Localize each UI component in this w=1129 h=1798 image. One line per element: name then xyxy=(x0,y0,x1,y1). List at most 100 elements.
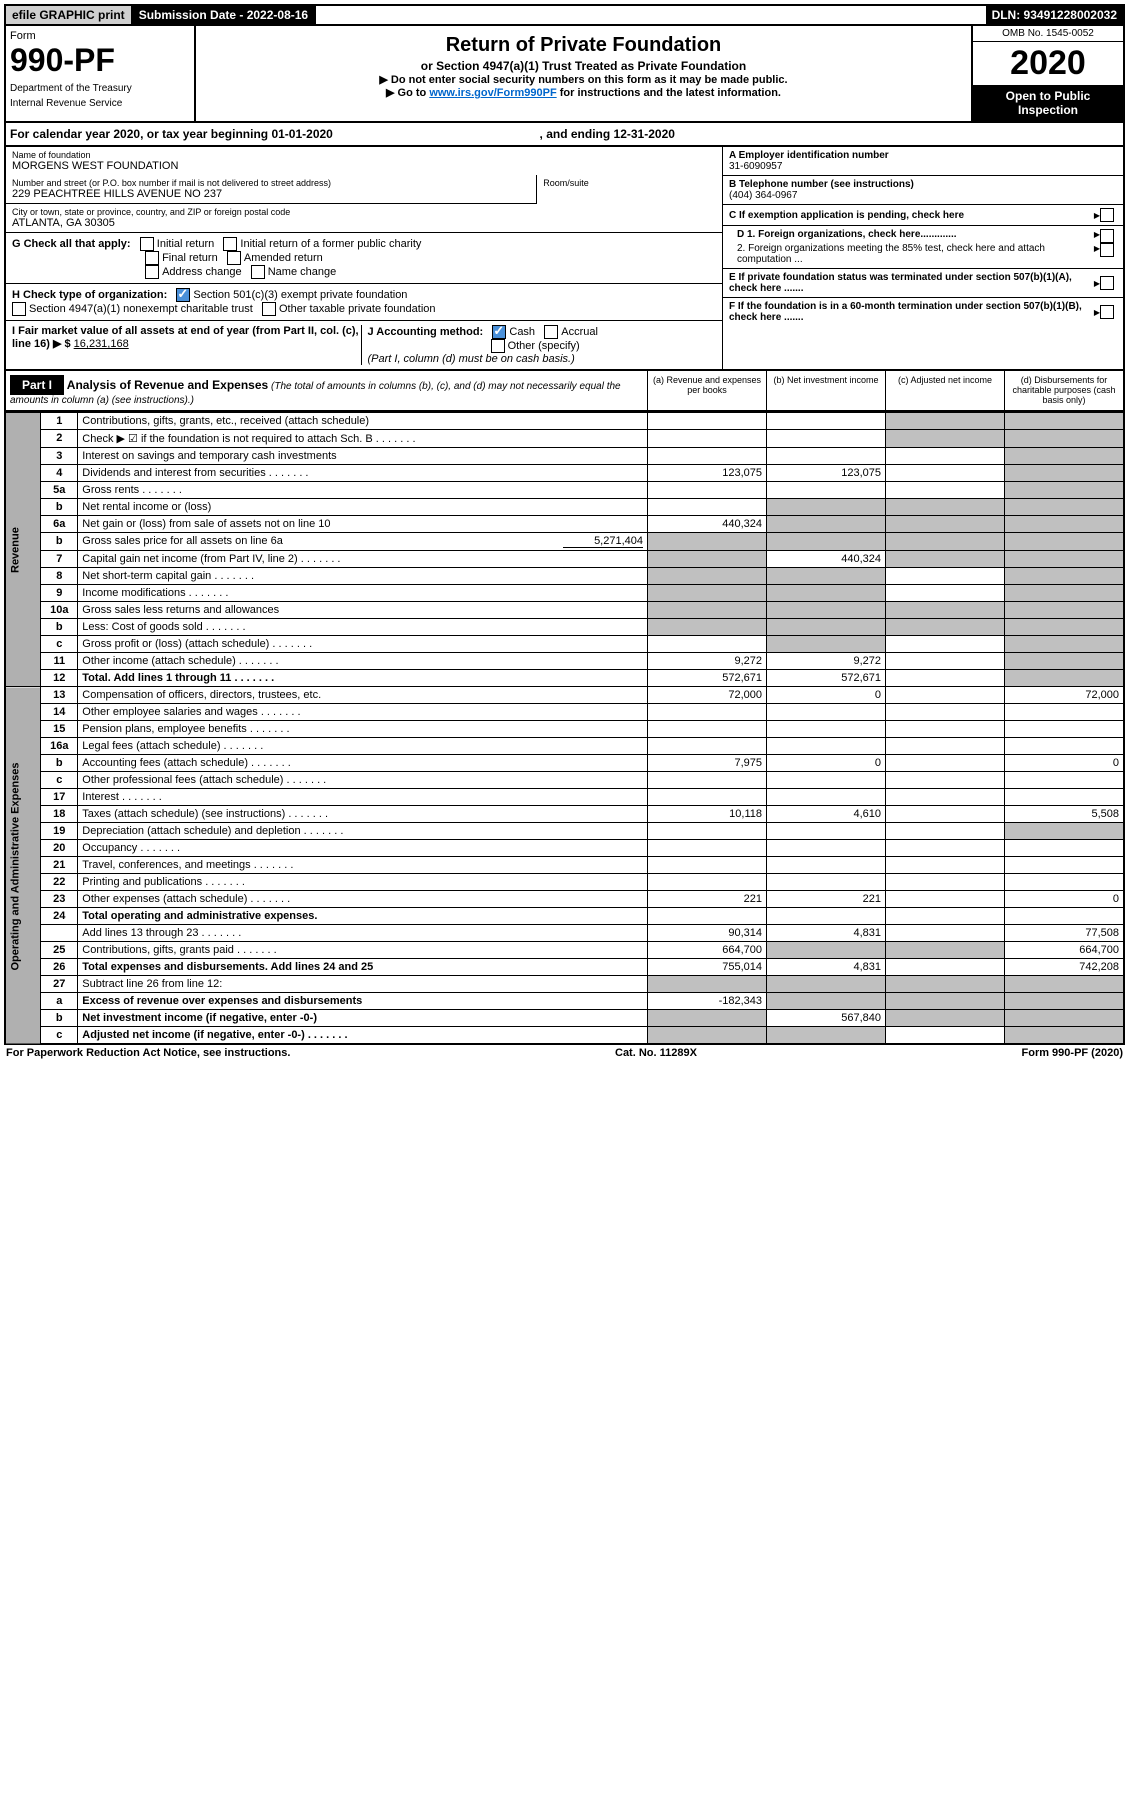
table-row: 26Total expenses and disbursements. Add … xyxy=(5,959,1124,976)
line-number: b xyxy=(41,499,78,516)
amended-return-checkbox[interactable] xyxy=(227,251,241,265)
name-change-checkbox[interactable] xyxy=(251,265,265,279)
part1-label: Part I xyxy=(10,375,64,395)
c-label: C If exemption application is pending, c… xyxy=(729,210,1094,221)
cash-checkbox[interactable] xyxy=(492,325,506,339)
line-number: b xyxy=(41,533,78,551)
line-description: Depreciation (attach schedule) and deple… xyxy=(78,823,648,840)
j-cash: Cash xyxy=(509,326,535,338)
line-description: Accounting fees (attach schedule) . . . … xyxy=(78,755,648,772)
501c3-checkbox[interactable] xyxy=(176,288,190,302)
line-description: Net gain or (loss) from sale of assets n… xyxy=(78,516,648,533)
j-note: (Part I, column (d) must be on cash basi… xyxy=(368,353,575,365)
form-ref: Form 990-PF (2020) xyxy=(1022,1047,1123,1059)
form-link[interactable]: www.irs.gov/Form990PF xyxy=(429,87,556,99)
line-description: Taxes (attach schedule) (see instruction… xyxy=(78,806,648,823)
table-row: 11Other income (attach schedule) . . . .… xyxy=(5,653,1124,670)
line-description: Add lines 13 through 23 . . . . . . . xyxy=(78,925,648,942)
line-description: Gross sales price for all assets on line… xyxy=(78,533,648,551)
form-title-block: Return of Private Foundation or Section … xyxy=(196,26,971,121)
other-taxable-checkbox[interactable] xyxy=(262,302,276,316)
status-terminated-checkbox[interactable] xyxy=(1100,276,1114,290)
table-row: 23Other expenses (attach schedule) . . .… xyxy=(5,891,1124,908)
line-number: a xyxy=(41,993,78,1010)
i-label: I Fair market value of all assets at end… xyxy=(12,325,359,350)
table-row: cOther professional fees (attach schedul… xyxy=(5,772,1124,789)
form-id-block: Form 990-PF Department of the Treasury I… xyxy=(6,26,196,121)
line-number: 9 xyxy=(41,585,78,602)
line-number: 19 xyxy=(41,823,78,840)
table-row: 15Pension plans, employee benefits . . .… xyxy=(5,721,1124,738)
line-number: 12 xyxy=(41,670,78,687)
line-description: Check ▶ ☑ if the foundation is not requi… xyxy=(78,430,648,448)
line-number: 8 xyxy=(41,568,78,585)
address-change-checkbox[interactable] xyxy=(145,265,159,279)
line-number: 26 xyxy=(41,959,78,976)
table-row: 9Income modifications . . . . . . . xyxy=(5,585,1124,602)
line-number: 5a xyxy=(41,482,78,499)
cat-number: Cat. No. 11289X xyxy=(615,1047,697,1059)
line-description: Net short-term capital gain . . . . . . … xyxy=(78,568,648,585)
table-row: 25Contributions, gifts, grants paid . . … xyxy=(5,942,1124,959)
line-description: Total operating and administrative expen… xyxy=(78,908,648,925)
line-description: Legal fees (attach schedule) . . . . . .… xyxy=(78,738,648,755)
fmv-value: 16,231,168 xyxy=(74,338,129,350)
initial-return-checkbox[interactable] xyxy=(140,237,154,251)
g-final: Final return xyxy=(162,252,218,264)
page-footer: For Paperwork Reduction Act Notice, see … xyxy=(4,1045,1125,1061)
g-address: Address change xyxy=(162,266,242,278)
foreign-85-checkbox[interactable] xyxy=(1100,243,1114,257)
g-label: G Check all that apply: xyxy=(12,238,131,250)
line-description: Less: Cost of goods sold . . . . . . . xyxy=(78,619,648,636)
line-number: c xyxy=(41,772,78,789)
line-description: Occupancy . . . . . . . xyxy=(78,840,648,857)
cal-mid: , and ending xyxy=(540,127,614,141)
line-description: Interest on savings and temporary cash i… xyxy=(78,448,648,465)
line-description: Gross profit or (loss) (attach schedule)… xyxy=(78,636,648,653)
form-title: Return of Private Foundation xyxy=(202,34,965,57)
line-number: 7 xyxy=(41,551,78,568)
other-method-checkbox[interactable] xyxy=(491,339,505,353)
line-description: Capital gain net income (from Part IV, l… xyxy=(78,551,648,568)
cal-begin: 01-01-2020 xyxy=(271,127,332,141)
final-return-checkbox[interactable] xyxy=(145,251,159,265)
h-other: Other taxable private foundation xyxy=(279,303,436,315)
line-description: Income modifications . . . . . . . xyxy=(78,585,648,602)
table-row: 12Total. Add lines 1 through 11 . . . . … xyxy=(5,670,1124,687)
line-number: 4 xyxy=(41,465,78,482)
form-header: Form 990-PF Department of the Treasury I… xyxy=(4,26,1125,123)
cal-end: 12-31-2020 xyxy=(614,127,675,141)
table-row: cAdjusted net income (if negative, enter… xyxy=(5,1027,1124,1045)
line-number: 11 xyxy=(41,653,78,670)
form-subtitle: or Section 4947(a)(1) Trust Treated as P… xyxy=(202,59,965,73)
section-g: G Check all that apply: Initial return I… xyxy=(6,233,722,284)
line-description: Total expenses and disbursements. Add li… xyxy=(78,959,648,976)
4947-checkbox[interactable] xyxy=(12,302,26,316)
dept-irs: Internal Revenue Service xyxy=(10,98,190,109)
ein-label: A Employer identification number xyxy=(729,150,1117,161)
efile-label[interactable]: efile GRAPHIC print xyxy=(6,6,133,24)
table-row: Operating and Administrative Expenses13C… xyxy=(5,687,1124,704)
line-number: 6a xyxy=(41,516,78,533)
foreign-org-checkbox[interactable] xyxy=(1100,229,1114,243)
table-row: 4Dividends and interest from securities … xyxy=(5,465,1124,482)
main-table: Revenue1Contributions, gifts, grants, et… xyxy=(4,412,1125,1045)
line-description: Travel, conferences, and meetings . . . … xyxy=(78,857,648,874)
dln: DLN: 93491228002032 xyxy=(986,6,1123,24)
accrual-checkbox[interactable] xyxy=(544,325,558,339)
exemption-pending-checkbox[interactable] xyxy=(1100,208,1114,222)
60-month-checkbox[interactable] xyxy=(1100,305,1114,319)
table-row: 2Check ▶ ☑ if the foundation is not requ… xyxy=(5,430,1124,448)
line-description: Contributions, gifts, grants, etc., rece… xyxy=(78,413,648,430)
entity-right: A Employer identification number 31-6090… xyxy=(722,147,1123,369)
d2-label: 2. Foreign organizations meeting the 85%… xyxy=(729,243,1094,265)
line-description: Net investment income (if negative, ente… xyxy=(78,1010,648,1027)
city-state-zip: ATLANTA, GA 30305 xyxy=(12,217,716,229)
line-description: Other expenses (attach schedule) . . . .… xyxy=(78,891,648,908)
h-4947: Section 4947(a)(1) nonexempt charitable … xyxy=(29,303,253,315)
line-number: b xyxy=(41,755,78,772)
initial-former-checkbox[interactable] xyxy=(223,237,237,251)
part1-title: Analysis of Revenue and Expenses xyxy=(67,378,268,392)
line-number: b xyxy=(41,1010,78,1027)
table-row: bGross sales price for all assets on lin… xyxy=(5,533,1124,551)
